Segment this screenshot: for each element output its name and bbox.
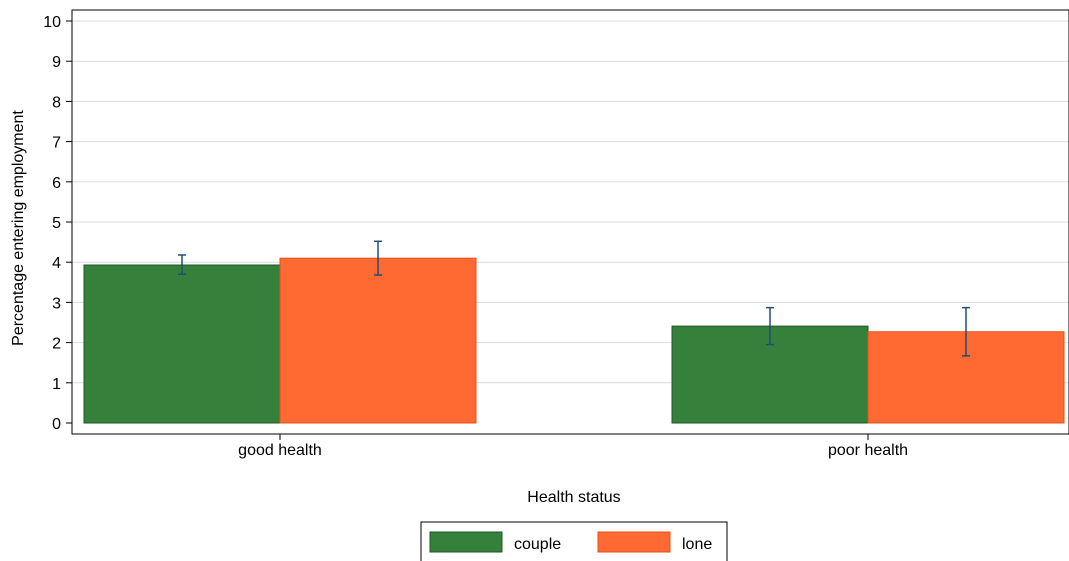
y-tick-label: 7 (52, 135, 61, 152)
legend-swatch-couple (429, 531, 503, 553)
error-bars (178, 240, 970, 357)
y-tick-label: 1 (52, 376, 61, 393)
y-tick-label: 4 (52, 255, 61, 272)
y-tick-label: 8 (52, 94, 61, 111)
y-tick-label: 0 (52, 416, 61, 433)
y-tick-label: 5 (52, 215, 61, 232)
y-tick-label: 3 (52, 295, 61, 312)
x-axis-label: Health status (527, 489, 620, 506)
x-axis: good health poor health (238, 434, 908, 459)
y-tick-label: 10 (43, 14, 61, 31)
y-tick-label: 2 (52, 336, 61, 353)
legend: couple lone (420, 521, 728, 561)
legend-swatch-lone (597, 531, 671, 553)
y-axis-label: Percentage entering employment (10, 110, 27, 346)
x-tick-label: good health (238, 442, 322, 459)
legend-label-lone: lone (682, 536, 712, 553)
legend-label-couple: couple (514, 536, 561, 553)
bars (83, 257, 1065, 424)
x-tick-label: poor health (828, 442, 908, 459)
y-tick-label: 9 (52, 54, 61, 71)
bar-lone-0 (279, 257, 477, 424)
y-tick-label: 6 (52, 175, 61, 192)
bar-couple-0 (83, 264, 281, 424)
y-axis: 0 1 2 3 4 5 6 7 8 9 10 (43, 14, 72, 433)
